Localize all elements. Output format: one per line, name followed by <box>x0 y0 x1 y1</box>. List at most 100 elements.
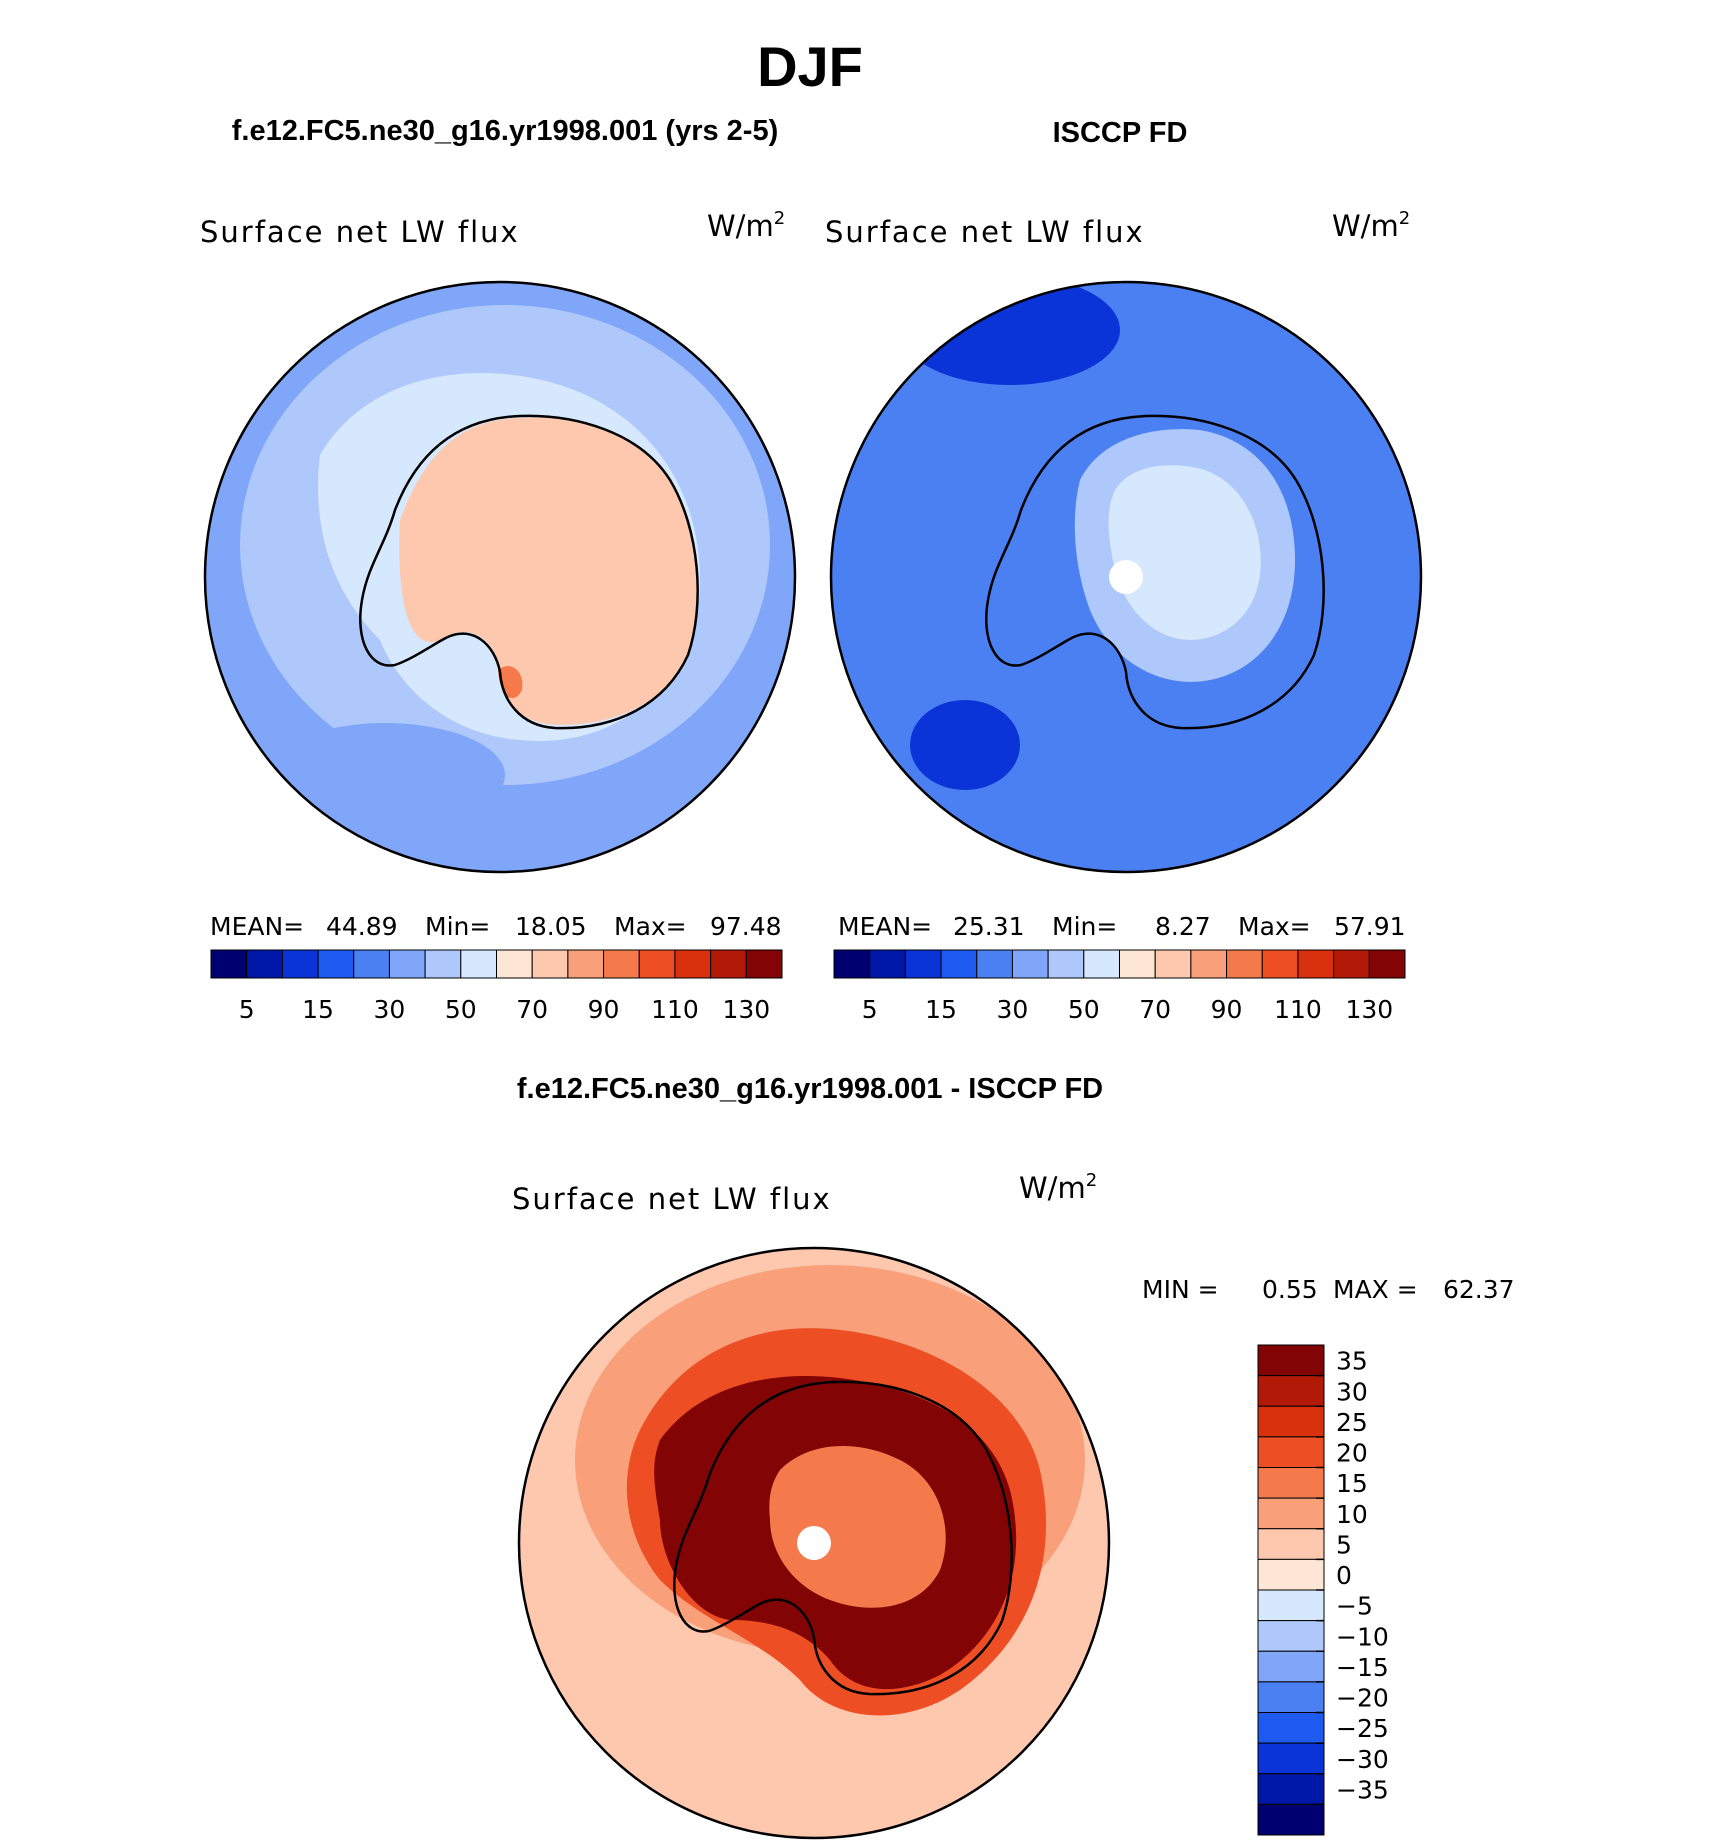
panel-diff-colorbar-swatch <box>1257 1742 1325 1775</box>
panel-model-variable-label: Surface net LW flux <box>200 215 520 249</box>
panel-model-map-border <box>203 280 797 874</box>
panel-obs-colorbar-swatch <box>1190 949 1228 979</box>
panel-model-colorbar-swatch <box>567 949 605 979</box>
panel-diff-units-exponent: 2 <box>1086 1170 1097 1191</box>
panel-model-units-base: W/m <box>707 209 774 243</box>
panel-model-ocean-low-right <box>575 775 675 825</box>
panel-obs-variable-label: Surface net LW flux <box>825 215 1145 249</box>
panel-model-colorbar-tick-label: 90 <box>588 995 620 1024</box>
panel-diff-colorbar-tick-label: 30 <box>1336 1377 1368 1406</box>
panel-model-max-label: Max= <box>614 912 687 941</box>
panel-obs-map-border <box>829 280 1423 874</box>
panel-obs-colorbar-swatch <box>1226 949 1263 979</box>
panel-model-colorbar-swatch <box>353 949 390 979</box>
panel-diff-plateau <box>769 1446 946 1608</box>
panel-model-colorbar-tick-label: 50 <box>445 995 477 1024</box>
panel-diff-colorbar-swatch <box>1257 1773 1325 1805</box>
panel-model-colorbar: 5 15 30 50 70 90 110 130 <box>210 949 783 1024</box>
panel-obs-ocean-min-top <box>900 282 1120 385</box>
panel-diff-colorbar-swatch <box>1257 1803 1325 1836</box>
panel-obs-min-value: 8.27 <box>1155 912 1211 941</box>
panel-diff-colorbar-swatch <box>1257 1620 1325 1652</box>
panel-diff-colorbar-swatch <box>1257 1375 1325 1407</box>
panel-diff-colorbar-swatch <box>1257 1558 1325 1591</box>
panel-model-max-value: 97.48 <box>710 912 782 941</box>
panel-diff-colorbar-swatch <box>1257 1497 1325 1530</box>
panel-obs-units-exponent: 2 <box>1399 208 1410 229</box>
panel-diff-pole-mask <box>797 1526 831 1560</box>
panel-diff-colorbar-swatch <box>1257 1650 1325 1683</box>
panel-diff-colorbar-swatch <box>1257 1712 1325 1744</box>
panel-obs-colorbar-swatch <box>1333 949 1370 979</box>
panel-model-units-label: W/m2 <box>707 208 785 243</box>
panel-model-colorbar-swatch <box>496 949 533 979</box>
panel-diff-colorbar-tick-label: 10 <box>1336 1500 1368 1529</box>
panel-model-units-exponent: 2 <box>774 208 785 229</box>
panel-diff-units-label: W/m2 <box>1019 1170 1097 1205</box>
panel-obs-mean-value: 25.31 <box>953 912 1025 941</box>
panel-model-colorbar-tick-label: 130 <box>722 995 770 1024</box>
panel-obs-colorbar-swatch <box>1261 949 1299 979</box>
panel-obs-coastline <box>985 414 1325 730</box>
panel-obs-colorbar-swatch <box>1047 949 1085 979</box>
panel-obs-units-base: W/m <box>1332 209 1399 243</box>
panel-model-colorbar-swatch <box>745 949 783 979</box>
panel-diff-colorbar-tick-label: 5 <box>1336 1530 1352 1559</box>
panel-obs-colorbar-swatch <box>1083 949 1120 979</box>
panel-obs-colorbar-swatch <box>1011 949 1049 979</box>
panel-model-stats: MEAN= 44.89 Min= 18.05 Max= 97.48 <box>210 912 782 941</box>
panel-model-colorbar-swatch <box>424 949 462 979</box>
panel-diff-colorbar-tick-label: −25 <box>1336 1714 1389 1743</box>
panel-model-ocean-low-left <box>265 723 505 827</box>
panel-model-colorbar-tick-label: 70 <box>516 995 548 1024</box>
panel-obs-title: ISCCP FD <box>1053 117 1188 149</box>
panel-model: f.e12.FC5.ne30_g16.yr1998.001 (yrs 2-5) … <box>200 115 797 874</box>
panel-obs-colorbar-swatch <box>976 949 1013 979</box>
panel-obs-colorbar-swatch <box>904 949 942 979</box>
panel-obs-colorbar-tick-label: 90 <box>1211 995 1243 1024</box>
panel-obs-units-label: W/m2 <box>1332 208 1410 243</box>
panel-diff-colorbar-tick-label: 25 <box>1336 1408 1368 1437</box>
panel-model-colorbar-swatch <box>246 949 283 979</box>
panel-model-colorbar-swatch <box>460 949 497 979</box>
panel-model-colorbar-tick-label: 5 <box>239 995 255 1024</box>
panel-diff-max-label: MAX = <box>1333 1275 1418 1304</box>
panel-diff-colorbar-swatch <box>1257 1405 1325 1438</box>
panel-obs-colorbar-tick-label: 30 <box>997 995 1029 1024</box>
panel-obs-colorbar-tick-label: 130 <box>1345 995 1393 1024</box>
panel-diff-colorbar-tick-label: 20 <box>1336 1439 1368 1468</box>
panel-diff-colorbar-swatch <box>1257 1344 1325 1377</box>
panel-obs-colorbar-tick-label: 15 <box>925 995 957 1024</box>
panel-model-map <box>205 282 795 872</box>
panel-diff-colorbar-tick-label: 0 <box>1336 1561 1352 1590</box>
panel-obs-max-label: Max= <box>1238 912 1311 941</box>
panel-diff-colorbar-tick-label: −5 <box>1336 1592 1373 1621</box>
panel-model-colorbar-swatch <box>388 949 426 979</box>
panel-diff-max-value: 62.37 <box>1443 1275 1515 1304</box>
panel-obs-pole-mask <box>1109 560 1143 594</box>
panel-obs: ISCCP FD Surface net LW flux W/m2 <box>825 117 1423 874</box>
panel-model-min-value: 18.05 <box>515 912 587 941</box>
panel-obs-colorbar-swatch <box>1368 949 1406 979</box>
panel-obs-colorbar-tick-label: 50 <box>1068 995 1100 1024</box>
panel-model-colorbar-tick-label: 110 <box>651 995 699 1024</box>
panel-model-colorbar-swatch <box>710 949 747 979</box>
panel-diff-title: f.e12.FC5.ne30_g16.yr1998.001 - ISCCP FD <box>517 1073 1103 1105</box>
panel-model-title: f.e12.FC5.ne30_g16.yr1998.001 (yrs 2-5) <box>232 115 779 147</box>
panel-diff-colorbar-tick-label: −10 <box>1336 1622 1389 1651</box>
panel-diff-colorbar-tick-label: −35 <box>1336 1775 1389 1804</box>
panel-model-colorbar-swatch <box>603 949 640 979</box>
panel-obs-plateau <box>1108 465 1261 640</box>
panel-obs-colorbar-swatch <box>940 949 978 979</box>
panel-diff-colorbar-swatch <box>1257 1436 1325 1468</box>
panel-obs-colorbar-swatch <box>1297 949 1335 979</box>
panel-diff-colorbar-tick-label: −15 <box>1336 1653 1389 1682</box>
panel-model-colorbar-tick-label: 30 <box>374 995 406 1024</box>
panel-obs-colorbar-swatch <box>833 949 871 979</box>
panel-diff-colorbar-tick-label: −20 <box>1336 1684 1389 1713</box>
panel-diff-colorbar-swatch <box>1257 1681 1325 1713</box>
panel-obs-max-value: 57.91 <box>1334 912 1406 941</box>
panel-obs-stats: MEAN= 25.31 Min= 8.27 Max= 57.91 <box>838 912 1406 941</box>
panel-model-colorbar-swatch <box>210 949 248 979</box>
